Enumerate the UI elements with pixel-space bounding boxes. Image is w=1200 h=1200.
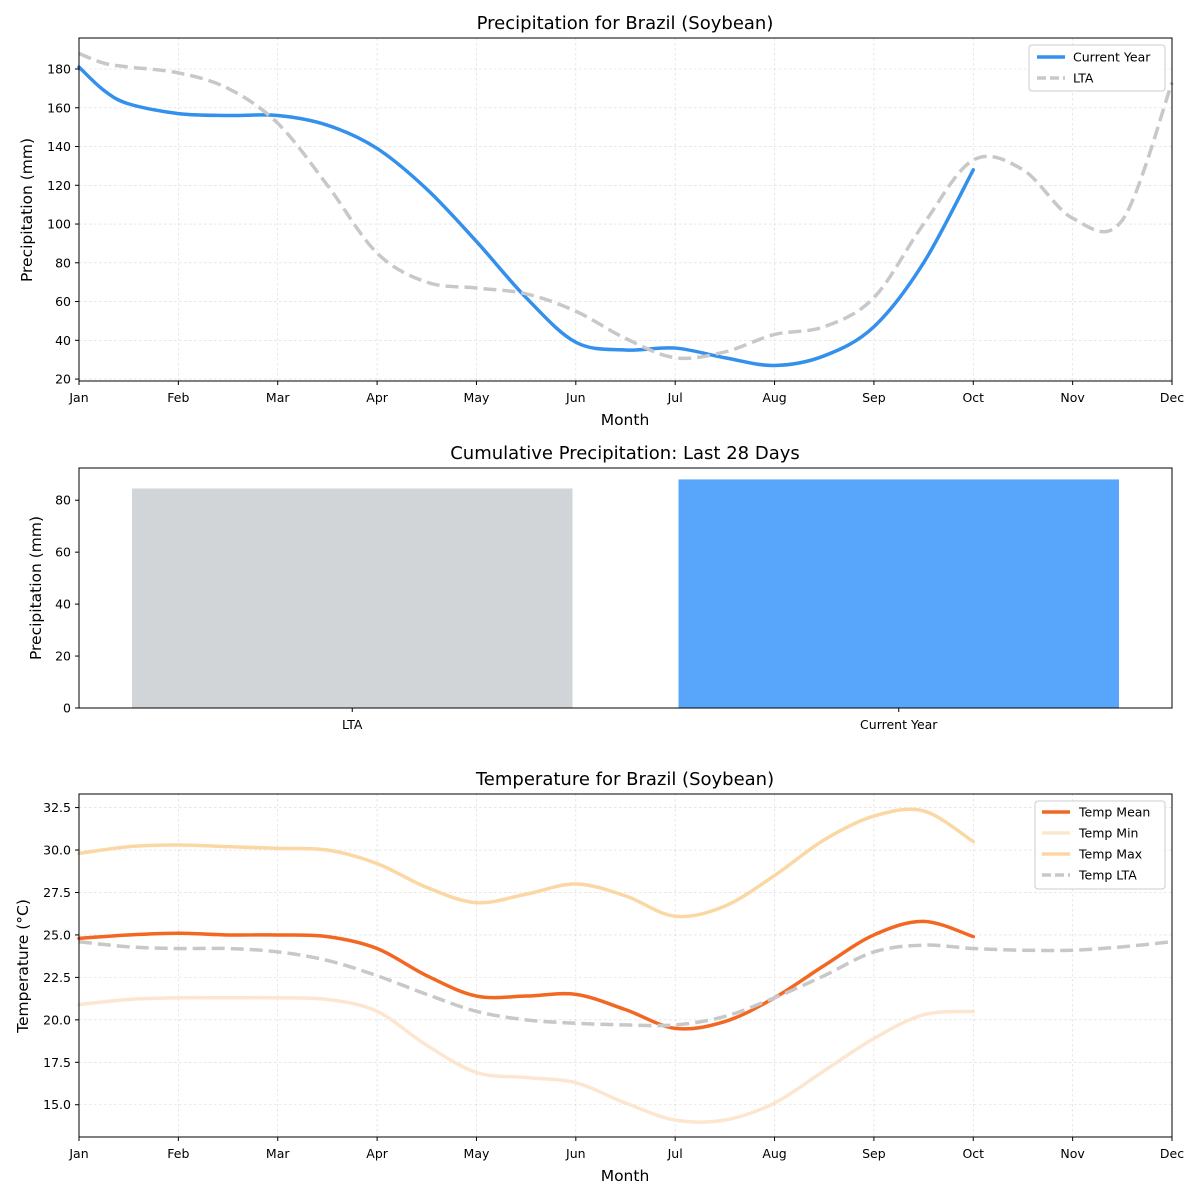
chart3-x-tick-label: Oct: [962, 1146, 984, 1161]
chart1-x-tick-label: Mar: [266, 390, 290, 405]
chart3-y-tick-label: 25.0: [43, 927, 71, 942]
chart2-x-tick-label: Current Year: [860, 717, 938, 732]
chart1-legend: Current Year LTA: [1028, 44, 1166, 92]
chart2-x-tick-label: LTA: [342, 717, 363, 732]
chart3-x-tick-label: May: [464, 1146, 490, 1161]
chart1-y-tick-label: 180: [47, 62, 71, 77]
chart3-y-tick-label: 22.5: [43, 970, 71, 985]
chart3-y-tick-label: 20.0: [43, 1012, 71, 1027]
chart1-y-tick-label: 80: [55, 255, 71, 270]
chart3-x-tick-label: Jun: [565, 1146, 586, 1161]
chart1-legend-label-lta: LTA: [1073, 71, 1094, 86]
chart3-x-ticks: Jan Feb Mar Apr May Jun Jul Aug Sep Oct Nov Dec: [68, 1137, 1184, 1161]
chart3-series: [77, 807, 1173, 1124]
chart1-x-tick-label: Apr: [366, 390, 388, 405]
chart1-y-tick-label: 100: [47, 217, 71, 232]
chart1-x-tick-label: Sep: [862, 390, 886, 405]
chart1-series-line-current-year: [77, 65, 976, 368]
chart2-bar-current-year: [678, 479, 1119, 708]
chart3-legend-label-temp-mean: Temp Mean: [1078, 805, 1150, 820]
chart1-grid: [78, 38, 1173, 381]
chart3-x-tick-label: Jul: [667, 1146, 683, 1161]
chart3-y-tick-label: 15.0: [43, 1097, 71, 1112]
chart3-series-line-temp-mean: [77, 919, 976, 1031]
chart1-x-tick-label: Dec: [1160, 390, 1184, 405]
chart3-series-line-temp-max: [77, 807, 976, 919]
chart3-series-line-temp-min: [77, 995, 976, 1124]
chart3-x-tick-label: Mar: [266, 1146, 290, 1161]
temperature-line-chart: Temperature for Brazil (Soybean) Jan Feb M…: [14, 769, 1184, 1185]
chart1-x-tick-label: Nov: [1060, 390, 1085, 405]
chart3-legend-label-temp-max: Temp Max: [1078, 847, 1142, 862]
chart1-series: [77, 51, 1174, 368]
chart2-y-tick-label: 0: [63, 701, 71, 716]
chart3-x-tick-label: Dec: [1160, 1146, 1184, 1161]
chart1-x-tick-label: Oct: [962, 390, 984, 405]
chart3-title: Temperature for Brazil (Soybean): [475, 769, 774, 790]
chart1-y-tick-label: 20: [55, 372, 71, 387]
chart3-y-ticks: 15.0 17.5 20.0 22.5 25.0 27.5 30.0 32.5: [43, 800, 79, 1112]
chart3-x-tick-label: Nov: [1060, 1146, 1085, 1161]
chart3-legend-box: [1034, 800, 1166, 890]
chart1-y-tick-label: 40: [55, 333, 71, 348]
chart2-y-axis-label: Precipitation (mm): [27, 516, 45, 660]
chart2-title: Cumulative Precipitation: Last 28 Days: [450, 443, 800, 464]
chart1-x-tick-label: Jul: [667, 390, 683, 405]
chart1-axes-frame: [78, 37, 1173, 382]
chart1-x-tick-label: Jun: [565, 390, 586, 405]
chart2-y-ticks: 0 20 40 60 80: [55, 493, 79, 716]
chart2-x-ticks: LTA Current Year: [342, 708, 938, 732]
chart1-x-tick-label: Aug: [762, 390, 786, 405]
chart1-legend-label-current-year: Current Year: [1073, 50, 1151, 65]
chart1-y-tick-label: 120: [47, 178, 71, 193]
precipitation-line-chart: Precipitation for Brazil (Soybean) Jan Fe…: [18, 13, 1184, 429]
chart1-x-ticks: Jan Feb Mar Apr May Jun Jul Aug Sep Oct Nov Dec: [68, 381, 1184, 405]
chart2-bars: [132, 479, 1119, 708]
chart1-x-axis-label: Month: [601, 411, 650, 429]
chart3-series-line-temp-lta: [78, 939, 1173, 1028]
chart1-y-ticks: 20 40 60 80 100 120 140 160 180: [47, 62, 79, 387]
chart3-axes-frame: [78, 793, 1173, 1138]
chart3-x-tick-label: Apr: [366, 1146, 388, 1161]
chart1-y-tick-label: 160: [47, 100, 71, 115]
chart3-legend: Temp Mean Temp Min Temp Max Temp LTA: [1034, 800, 1166, 890]
chart1-y-tick-label: 60: [55, 294, 71, 309]
chart1-series-line-lta: [78, 51, 1174, 361]
chart3-y-tick-label: 32.5: [43, 800, 71, 815]
chart3-y-tick-label: 27.5: [43, 885, 71, 900]
chart1-x-tick-label: May: [464, 390, 490, 405]
chart1-x-tick-label: Jan: [68, 390, 88, 405]
chart3-legend-label-temp-min: Temp Min: [1078, 826, 1138, 841]
chart3-y-tick-label: 30.0: [43, 843, 71, 858]
chart2-y-tick-label: 40: [55, 597, 71, 612]
chart1-y-tick-label: 140: [47, 139, 71, 154]
chart3-y-axis-label: Temperature (°C): [14, 899, 32, 1034]
chart3-x-tick-label: Jan: [68, 1146, 88, 1161]
chart3-legend-label-temp-lta: Temp LTA: [1078, 868, 1137, 883]
chart2-y-tick-label: 20: [55, 649, 71, 664]
chart3-x-axis-label: Month: [601, 1167, 650, 1185]
chart2-y-tick-label: 80: [55, 493, 71, 508]
chart1-title: Precipitation for Brazil (Soybean): [477, 13, 774, 34]
chart2-y-tick-label: 60: [55, 545, 71, 560]
chart3-x-tick-label: Sep: [862, 1146, 886, 1161]
chart2-axes-frame: [78, 467, 1173, 709]
chart1-x-tick-label: Feb: [167, 390, 189, 405]
chart3-y-tick-label: 17.5: [43, 1055, 71, 1070]
chart3-x-tick-label: Aug: [762, 1146, 786, 1161]
chart2-bar-lta: [132, 488, 573, 708]
chart1-y-axis-label: Precipitation (mm): [18, 138, 36, 282]
cumulative-bar-chart: Cumulative Precipitation: Last 28 Days L…: [27, 443, 1173, 732]
chart3-x-tick-label: Feb: [167, 1146, 189, 1161]
